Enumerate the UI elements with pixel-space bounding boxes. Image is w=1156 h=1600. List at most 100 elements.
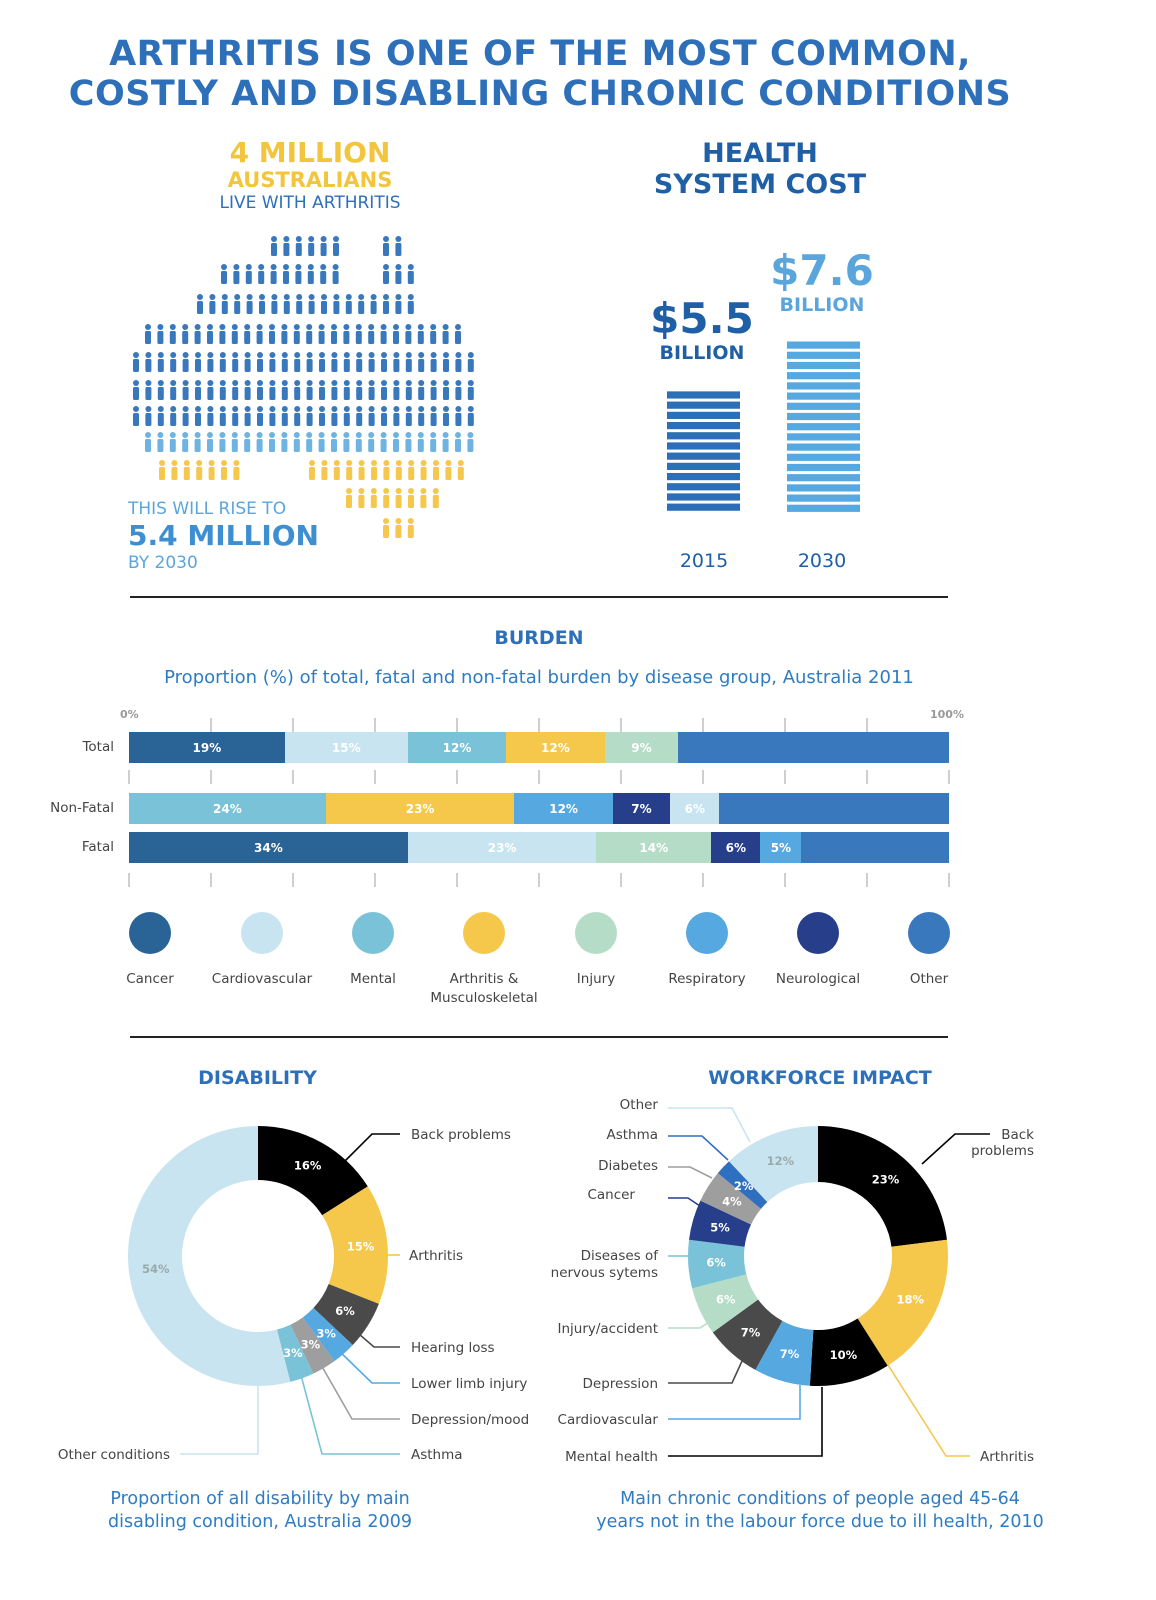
person-icon [380,324,387,344]
person-icon [219,380,226,400]
donut-slice [302,1308,353,1362]
burden-row-label: Fatal [81,839,114,855]
person-icon [358,488,365,508]
slice-label: 23% [872,1172,900,1186]
person-icon [395,236,402,256]
slice-label: 16% [294,1159,322,1173]
person-icon [370,488,377,508]
person-icon [232,406,239,426]
person-icon [405,352,412,372]
person-icon [407,518,414,538]
rise-value: 5.4 MILLION [128,519,319,552]
cost-year-2030: 2030 [797,550,847,572]
burden-segment: 6% [711,832,761,863]
cost-value-2015: $5.5 BILLION [640,294,764,365]
axis-tick [620,873,622,887]
person-icon [157,352,164,372]
callout-label: Injury/accident [557,1321,658,1337]
axis-tick [456,718,458,732]
burden-segment: 24% [129,793,326,824]
legend-swatch [908,912,950,954]
person-icon [331,324,337,344]
legend-label: Injury [576,971,616,987]
axis-tick [784,770,786,784]
callout-label: Asthma [411,1447,463,1463]
axis-tick [866,873,868,887]
burden-segment: 12% [506,732,605,763]
person-icon [343,406,350,426]
person-icon [256,324,263,344]
person-icon [207,432,213,452]
person-icon [293,432,300,452]
callout-label: Diseases of [581,1248,660,1264]
person-icon [270,264,277,284]
disability-caption-line2: disabling condition, Australia 2009 [108,1512,412,1532]
slice-label: 4% [722,1194,742,1208]
cost-bars [667,341,860,512]
cost-title: HEALTH SYSTEM COST [640,138,880,200]
callout-label: Arthritis [980,1449,1034,1465]
workforce-caption: Main chronic conditions of people aged 4… [580,1488,1060,1534]
cost-value-2030: $7.6 BILLION [760,246,884,317]
callout-label: Lower limb injury [411,1376,527,1392]
person-icon [408,460,415,480]
burden-segment [678,732,949,763]
person-icon [306,432,313,452]
cost-2030-amount: $7.6 [770,246,874,295]
person-icon [294,380,301,400]
person-icon [393,432,399,452]
person-icon [157,324,164,344]
leader-line [337,1133,400,1169]
person-icon [209,294,216,314]
donut-slice [258,1126,368,1216]
person-icon [395,488,402,508]
disability-donut: 16%15%6%3%3%3%54%Back problemsArthritisH… [58,1126,529,1463]
burden-segment: 19% [129,732,285,763]
person-icon [395,264,402,284]
person-icon [219,352,226,372]
person-icon [356,406,363,426]
person-icon [420,488,427,508]
person-icon [432,488,439,508]
person-icon [244,324,251,344]
person-icon [157,406,164,426]
person-icon [346,460,353,480]
cost-title-line1: HEALTH [702,138,818,169]
person-icon [231,324,238,344]
disability-caption-line1: Proportion of all disability by main [110,1489,410,1509]
person-icon [418,352,425,372]
person-icon [356,380,363,400]
prevalence-rise: THIS WILL RISE TO 5.4 MILLION BY 2030 [128,498,319,574]
axis-tick [702,873,704,887]
person-icon [371,460,377,480]
burden-segment [801,832,949,863]
burden-segment: 7% [612,793,671,824]
axis-tick [620,718,622,732]
person-icon [355,432,362,452]
main-title: ARTHRITIS IS ONE OF THE MOST COMMON, COS… [0,34,1080,114]
person-icon [383,488,390,508]
axis-tick [866,770,868,784]
donut-slice [689,1200,752,1247]
burden-segment: 6% [670,793,720,824]
slice-label: 6% [706,1255,726,1269]
person-icon [308,294,315,314]
person-icon [393,380,400,400]
axis-tick [538,770,540,784]
cost-2015-amount: $5.5 [650,294,754,343]
legend-label: Respiratory [668,971,746,987]
person-icon [233,264,240,284]
slice-label: 2% [734,1179,754,1193]
person-icon [430,432,437,452]
callout-label: Other [620,1097,659,1113]
person-icon [133,352,139,372]
cost-2015-unit: BILLION [659,342,745,364]
main-title-line2: COSTLY AND DISABLING CHRONIC CONDITIONS [68,74,1012,114]
slice-label: 12% [767,1154,795,1168]
person-icon [443,352,449,372]
person-icon [455,324,461,344]
person-icon [246,294,253,314]
person-icon [281,352,288,372]
donut-slice [717,1161,768,1209]
